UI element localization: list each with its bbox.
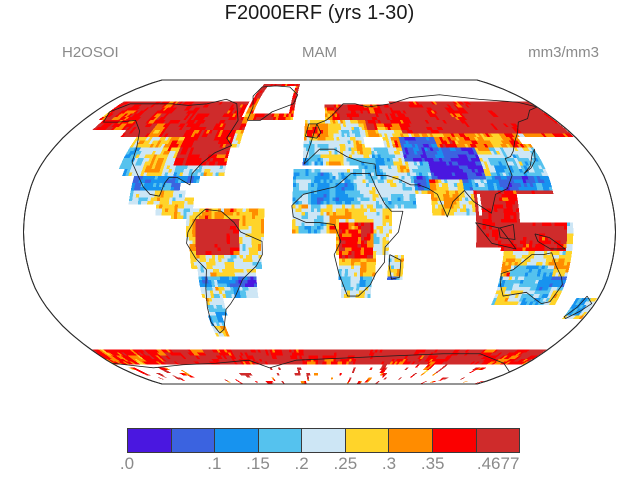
colorbar-tick-3: .2 bbox=[294, 454, 309, 473]
units-label: mm3/mm3 bbox=[528, 44, 599, 61]
figure-title: F2000ERF (yrs 1-30) bbox=[224, 2, 415, 24]
colorbar-tick-4: .25 bbox=[333, 454, 358, 473]
season-label: MAM bbox=[302, 44, 337, 61]
colorbar-tick-0: .0 bbox=[119, 454, 135, 473]
map-svg bbox=[22, 79, 617, 385]
colorbar-tick-6: .35 bbox=[420, 454, 445, 473]
colorbar-tick-2: .15 bbox=[246, 454, 270, 473]
colorbar-segment-royal-blue bbox=[171, 429, 216, 452]
colorbar-segment-deep-blue bbox=[128, 429, 172, 452]
world-map bbox=[0, 62, 639, 402]
colorbar-segment-sky-blue bbox=[258, 429, 303, 452]
colorbar-tick-7: .4677 bbox=[476, 454, 520, 473]
colorbar-tick-1: .1 bbox=[207, 454, 222, 473]
colorbar-segments bbox=[127, 428, 520, 453]
coastlines bbox=[103, 85, 593, 373]
colorbar-tick-5: .3 bbox=[381, 454, 397, 473]
colorbar-segment-orange bbox=[389, 429, 433, 452]
map-boundary-overlay bbox=[22, 79, 617, 385]
colorbar-segment-pale-blue bbox=[302, 429, 346, 452]
colorbar-tick-labels: .0 .1 .15 .2 .25 .3 .35 .4677 bbox=[0, 454, 639, 478]
colorbar-segment-dark-red bbox=[476, 429, 520, 452]
colorbar-segment-red bbox=[432, 429, 477, 452]
colorbar-segment-dodger-blue bbox=[215, 429, 259, 452]
colorbar: .0 .1 .15 .2 .25 .3 .35 .4677 bbox=[0, 424, 639, 480]
variable-label: H2OSOI bbox=[62, 44, 119, 61]
colorbar-segment-gold bbox=[345, 429, 390, 452]
